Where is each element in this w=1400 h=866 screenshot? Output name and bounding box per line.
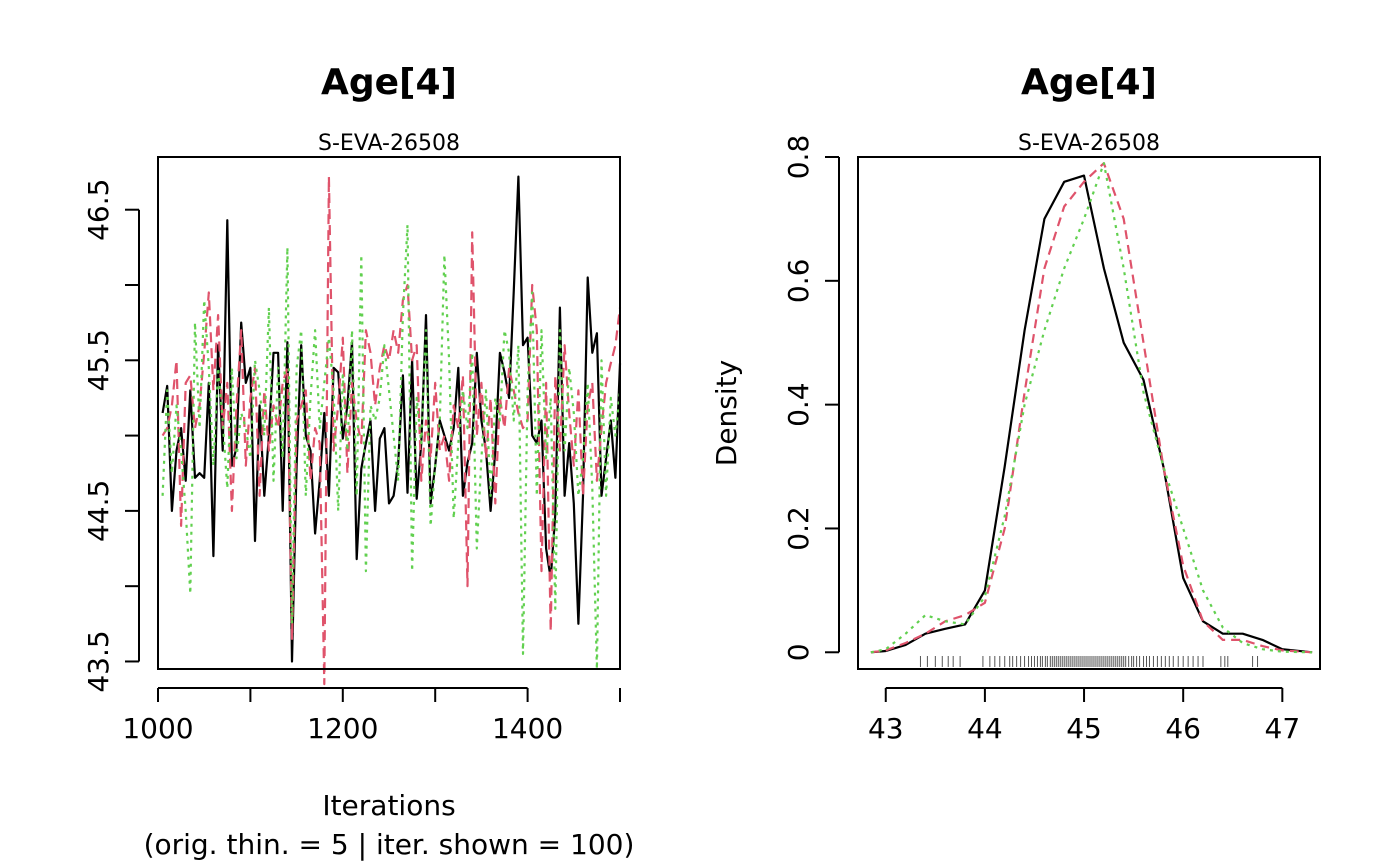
density-plot-y-axis-label: Density — [710, 360, 743, 466]
y-tick-label: 0.6 — [782, 259, 815, 304]
trace-plot-series — [161, 175, 622, 686]
x-tick-label: 44 — [967, 712, 1003, 745]
x-tick-label: 46 — [1165, 712, 1201, 745]
y-tick-label: 0.4 — [782, 382, 815, 427]
trace-plot-x-axis-label: Iterations — [322, 789, 455, 822]
y-tick-label: 46.5 — [82, 179, 115, 241]
x-tick-label: 43 — [868, 712, 904, 745]
y-tick-label: 0 — [782, 643, 815, 661]
density-plot-frame — [857, 156, 1321, 670]
y-tick-label: 45.5 — [82, 329, 115, 391]
density-plot-title: Age[4] — [1021, 62, 1157, 103]
y-tick-label: 0.8 — [782, 135, 815, 180]
density-plot-axes: 43 44 45 46 47 0 0.2 0.4 0.6 0.8 — [782, 135, 1300, 745]
trace-plot-title: Age[4] — [321, 62, 457, 103]
density-plot-rug — [919, 656, 1259, 667]
trace-plot-axes: 1000 1200 1400 43.5 44.5 45.5 46.5 — [82, 179, 621, 745]
x-tick-label: 1000 — [122, 712, 193, 745]
x-tick-label: 47 — [1265, 712, 1301, 745]
trace-plot-x-axis-sublabel: (orig. thin. = 5 | iter. shown = 100) — [144, 828, 635, 861]
chain-1-line — [870, 174, 1313, 654]
x-tick-label: 1400 — [492, 712, 563, 745]
density-plot: Age[4] S-EVA-26508 43 44 45 46 47 0 0.2 0.4 0.6 0… — [710, 62, 1321, 745]
chain-2-line — [161, 175, 622, 686]
y-tick-label: 43.5 — [82, 630, 115, 692]
chain-2-line — [870, 162, 1313, 654]
y-tick-label: 0.2 — [782, 506, 815, 551]
trace-plot: Age[4] S-EVA-26508 1000 1200 1400 43.5 44.5 4… — [82, 62, 634, 861]
x-tick-label: 1200 — [307, 712, 378, 745]
density-plot-series — [870, 162, 1313, 654]
density-plot-subtitle: S-EVA-26508 — [1018, 131, 1160, 156]
y-tick-label: 44.5 — [82, 480, 115, 542]
chain-3-line — [870, 162, 1313, 654]
trace-plot-subtitle: S-EVA-26508 — [318, 131, 460, 156]
x-tick-label: 45 — [1066, 712, 1102, 745]
trace-plot-frame — [157, 156, 621, 670]
chain-3-line — [161, 223, 622, 671]
